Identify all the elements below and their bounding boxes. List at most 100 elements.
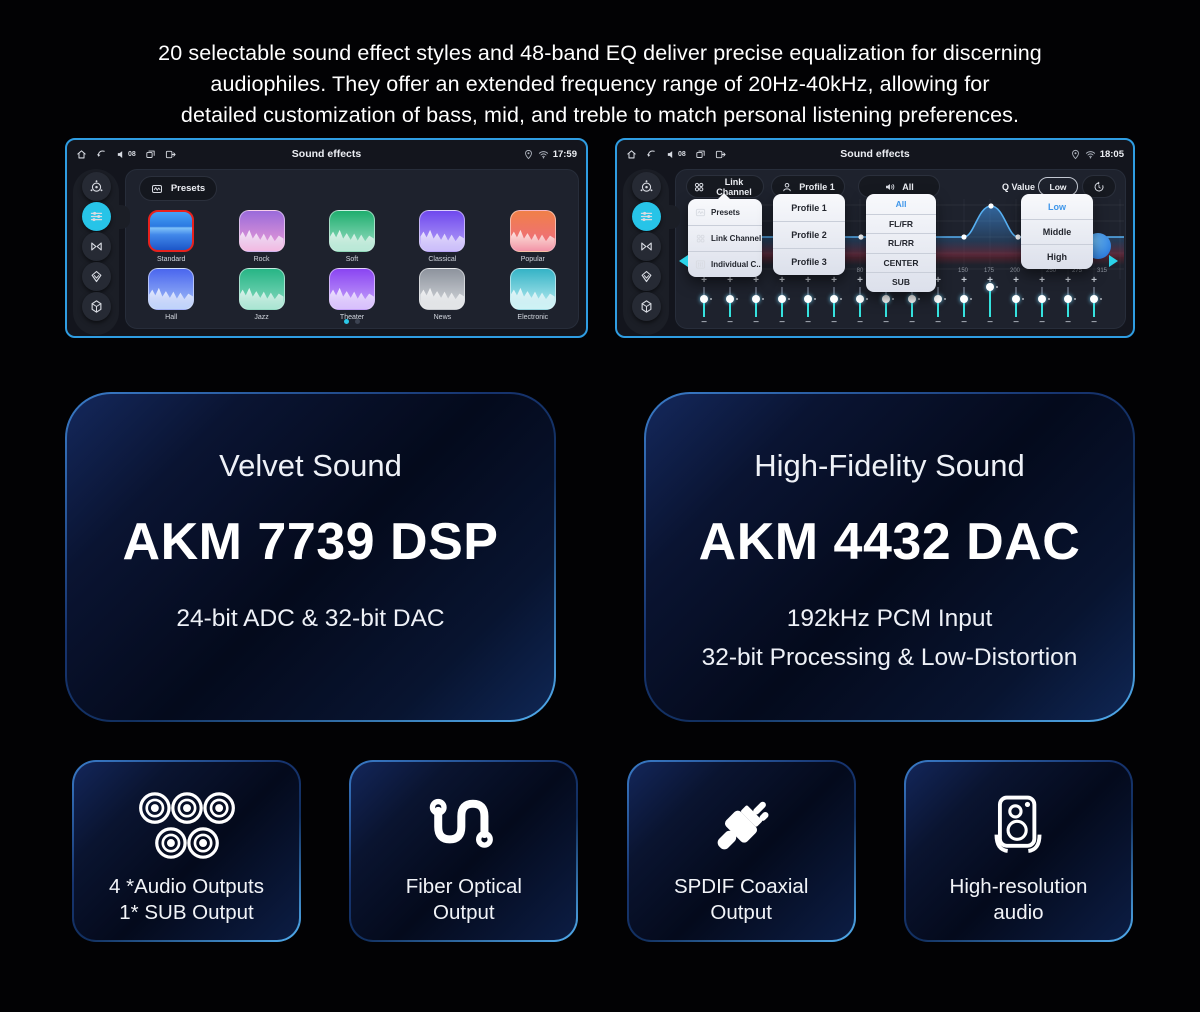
sidebar-button-balance[interactable] [631,232,661,261]
chevron-right-icon[interactable] [1109,255,1118,267]
gain-minus-button[interactable]: − [935,317,941,328]
gain-minus-button[interactable]: − [857,317,863,328]
preset-tile[interactable] [148,210,195,252]
slider-knob[interactable] [1012,295,1024,303]
slider-knob[interactable] [882,295,894,303]
back-icon[interactable] [96,149,107,160]
gain-minus-button[interactable]: − [1065,317,1071,328]
slider-knob[interactable] [856,295,868,303]
preset-tile[interactable] [328,210,375,252]
gain-plus-button[interactable]: + [987,275,993,286]
sidebar-button-effects[interactable] [631,262,661,291]
gain-plus-button[interactable]: + [1091,275,1097,286]
preset-tile[interactable] [509,210,556,252]
menu-item[interactable]: Middle [1021,219,1093,244]
sidebar-button-balance[interactable] [81,232,111,261]
slider-knob[interactable] [1090,295,1102,303]
gain-plus-button[interactable]: + [1013,275,1019,286]
gain-plus-button[interactable]: + [961,275,967,286]
sidebar-button-surround[interactable] [81,172,111,201]
menu-item[interactable]: Profile 2 [773,221,845,248]
menu-item[interactable]: CENTER [866,252,936,273]
menu-item[interactable]: FL/FR [866,213,936,234]
gain-plus-button[interactable]: + [805,275,811,286]
gain-plus-button[interactable]: + [1039,275,1045,286]
gain-plus-button[interactable]: + [857,275,863,286]
gain-minus-button[interactable]: − [961,317,967,328]
screen-off-icon[interactable] [715,149,726,160]
preset-tile[interactable] [148,268,195,310]
sidebar-button-cube[interactable] [631,292,661,321]
menu-item[interactable]: Profile 3 [773,248,845,275]
sidebar-button-equalizer[interactable] [81,202,111,231]
preset-cell: Jazz [238,268,285,322]
chevron-left-icon[interactable] [679,255,688,267]
slider-fill [833,299,835,317]
sidebar-button-surround[interactable] [631,172,661,201]
menu-item[interactable]: Link Channel [688,225,762,251]
sidebar-button-cube[interactable] [81,292,111,321]
presets-button[interactable]: Presets [139,176,217,201]
menu-item[interactable]: SUB [866,272,936,292]
gain-minus-button[interactable]: − [805,317,811,328]
gain-minus-button[interactable]: − [1013,317,1019,328]
recents-icon[interactable] [145,149,156,160]
slider-knob[interactable] [1064,295,1076,303]
home-icon[interactable] [76,149,87,160]
sidebar-button-effects[interactable] [81,262,111,291]
slider-knob[interactable] [700,295,712,303]
menu-item[interactable]: High [1021,244,1093,269]
gain-minus-button[interactable]: − [1039,317,1045,328]
preset-tile[interactable] [238,268,285,310]
preset-tile[interactable] [419,268,466,310]
preset-tile[interactable] [419,210,466,252]
gain-plus-button[interactable]: + [701,275,707,286]
sidebar-button-equalizer[interactable] [631,202,661,231]
gain-minus-button[interactable]: − [883,317,889,328]
gain-minus-button[interactable]: − [727,317,733,328]
gain-minus-button[interactable]: − [909,317,915,328]
gain-plus-button[interactable]: + [727,275,733,286]
page-dot[interactable] [344,319,349,324]
gain-minus-button[interactable]: − [701,317,707,328]
home-icon[interactable] [626,149,637,160]
slider-knob[interactable] [1038,295,1050,303]
slider-knob[interactable] [752,295,764,303]
menu-item[interactable]: Low [1021,194,1093,219]
slider-knob[interactable] [778,295,790,303]
gain-minus-button[interactable]: − [753,317,759,328]
gain-minus-button[interactable]: − [779,317,785,328]
slider-knob[interactable] [960,295,972,303]
gain-minus-button[interactable]: − [1091,317,1097,328]
gain-minus-button[interactable]: − [831,317,837,328]
volume-indicator[interactable]: 08 [666,149,686,160]
screen-off-icon[interactable] [165,149,176,160]
page-dot[interactable] [355,319,360,324]
gain-plus-button[interactable]: + [831,275,837,286]
slider-knob[interactable] [986,283,998,291]
person-icon [781,181,793,193]
recents-icon[interactable] [695,149,706,160]
menu-item[interactable]: All [866,194,936,214]
gain-plus-button[interactable]: + [935,275,941,286]
menu-item[interactable]: Presets [688,199,762,225]
reset-button[interactable] [1082,175,1116,198]
menu-item[interactable]: RL/RR [866,233,936,253]
slider-knob[interactable] [726,295,738,303]
menu-item-label: All [895,198,907,209]
back-icon[interactable] [646,149,657,160]
slider-knob[interactable] [804,295,816,303]
gain-plus-button[interactable]: + [1065,275,1071,286]
preset-tile[interactable] [328,268,375,310]
gain-plus-button[interactable]: + [779,275,785,286]
slider-knob[interactable] [934,295,946,303]
preset-tile[interactable] [509,268,556,310]
slider-knob[interactable] [908,295,920,303]
menu-item[interactable]: Individual C.. [688,251,762,277]
menu-item[interactable]: Profile 1 [773,194,845,221]
gain-minus-button[interactable]: − [987,317,993,328]
gain-plus-button[interactable]: + [753,275,759,286]
preset-tile[interactable] [238,210,285,252]
volume-indicator[interactable]: 08 [116,149,136,160]
slider-knob[interactable] [830,295,842,303]
